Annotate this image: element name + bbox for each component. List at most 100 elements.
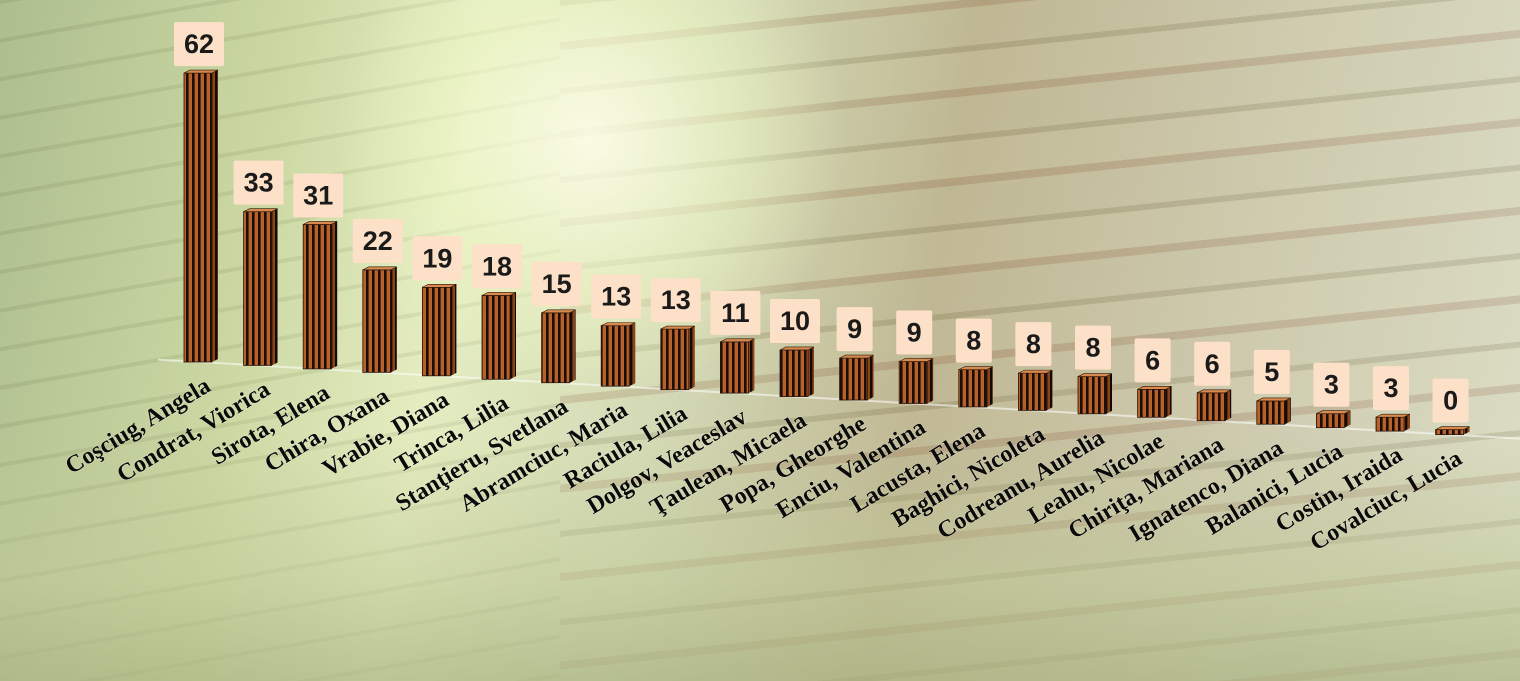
- value-label: 9: [896, 310, 933, 355]
- bar: [1137, 386, 1172, 418]
- value-label-box: [174, 22, 224, 67]
- bar-front: [720, 341, 749, 394]
- bar-front: [958, 369, 988, 408]
- value-label-box: [1373, 366, 1409, 411]
- bar-front: [660, 328, 690, 391]
- bar-side: [808, 346, 814, 397]
- value-label-text: 15: [542, 269, 572, 299]
- bar-side: [510, 292, 516, 380]
- value-label-text: 13: [601, 282, 631, 312]
- bar-side: [1106, 373, 1112, 414]
- bar-side: [927, 358, 934, 404]
- value-label-text: 31: [303, 180, 333, 210]
- bar-side: [450, 284, 457, 376]
- bar-front: [1196, 392, 1226, 422]
- bar: [1375, 413, 1411, 432]
- value-label: 13: [591, 274, 642, 319]
- bar: [720, 338, 755, 394]
- bar: [302, 221, 338, 370]
- bar-front: [1018, 372, 1047, 411]
- bar-side: [986, 366, 993, 407]
- bar-top: [481, 292, 517, 296]
- bar-top: [422, 283, 457, 288]
- bar-side: [1284, 397, 1291, 425]
- value-label: 22: [352, 218, 403, 263]
- bar-front: [1316, 413, 1345, 429]
- value-label: 11: [710, 290, 761, 335]
- bar-side: [867, 355, 874, 401]
- bar-top: [899, 358, 934, 362]
- value-label-text: 18: [482, 251, 512, 281]
- bar: [541, 309, 576, 384]
- value-label-text: 8: [966, 326, 981, 356]
- bar: [243, 208, 278, 366]
- bar-top: [183, 69, 219, 74]
- value-label-text: 6: [1205, 349, 1220, 379]
- bar-side: [1344, 410, 1351, 428]
- value-label-text: 5: [1264, 357, 1279, 387]
- bar-side: [331, 221, 338, 369]
- value-label-text: 11: [721, 298, 750, 328]
- background-bottom-fade: [0, 430, 1520, 681]
- bar: [1196, 389, 1232, 422]
- bar-front: [1375, 416, 1405, 432]
- bar: [1435, 426, 1470, 435]
- value-label-text: 9: [907, 318, 922, 348]
- value-label-text: 6: [1145, 345, 1160, 375]
- bar-front: [839, 357, 868, 401]
- bar: [421, 283, 457, 377]
- bar-front: [243, 211, 273, 366]
- value-label: 3: [1373, 366, 1409, 411]
- bar-side: [1225, 389, 1232, 421]
- value-label-text: 22: [363, 226, 393, 256]
- bar: [183, 69, 219, 363]
- bar-side: [1165, 386, 1172, 418]
- value-label-text: 33: [244, 168, 274, 198]
- bar-side: [688, 326, 695, 390]
- value-label: 0: [1432, 378, 1469, 423]
- bar: [600, 322, 636, 387]
- bar: [779, 346, 815, 397]
- bar-front: [898, 361, 928, 404]
- bar-top: [839, 354, 874, 359]
- value-label-box: [896, 310, 933, 355]
- value-label-box: [1075, 325, 1111, 370]
- value-label: 13: [650, 278, 701, 323]
- value-label-box: [352, 218, 403, 263]
- bar: [1316, 410, 1351, 429]
- bar-top: [1137, 386, 1172, 390]
- bar-side: [1046, 370, 1053, 411]
- value-label: 19: [412, 236, 463, 281]
- bar-top: [303, 221, 338, 225]
- bar-top: [1316, 410, 1351, 414]
- bar: [1018, 369, 1053, 411]
- bar-top: [601, 322, 636, 326]
- value-label-box: [710, 290, 761, 335]
- value-label-box: [770, 298, 820, 343]
- bar-side: [629, 322, 636, 387]
- bar-top: [541, 309, 576, 314]
- bar-front: [421, 286, 451, 377]
- bar-front: [183, 72, 213, 363]
- value-label: 8: [1015, 322, 1052, 367]
- bar-top: [1197, 389, 1232, 394]
- value-label: 31: [293, 173, 344, 218]
- value-label-box: [836, 307, 873, 352]
- bar-front: [481, 295, 511, 380]
- value-label-text: 3: [1324, 370, 1339, 400]
- bar-top: [1018, 369, 1053, 374]
- value-label: 6: [1194, 341, 1231, 386]
- bar-front: [302, 224, 332, 370]
- bars-group: [183, 69, 1470, 435]
- bar-front: [1435, 429, 1464, 435]
- value-label: 3: [1313, 362, 1350, 407]
- value-label-text: 0: [1443, 386, 1458, 416]
- background-light-glow: [330, 0, 850, 400]
- bar-top: [362, 266, 397, 271]
- bar-top: [1435, 426, 1470, 430]
- value-label: 62: [174, 22, 224, 67]
- bar: [481, 292, 517, 380]
